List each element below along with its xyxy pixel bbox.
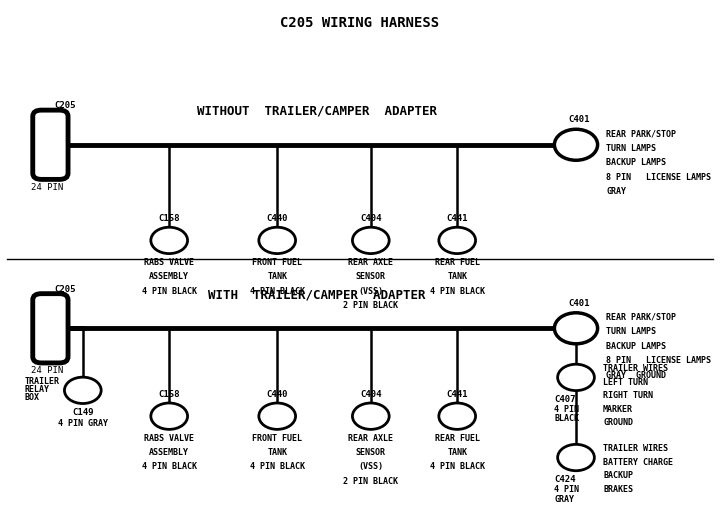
Text: RIGHT TURN: RIGHT TURN <box>603 391 653 400</box>
FancyBboxPatch shape <box>33 110 68 179</box>
Text: C401: C401 <box>569 115 590 124</box>
Text: ASSEMBLY: ASSEMBLY <box>149 272 189 281</box>
Circle shape <box>150 227 187 253</box>
Text: SENSOR: SENSOR <box>356 448 386 457</box>
Text: 24 PIN: 24 PIN <box>31 183 63 191</box>
Text: BRAKES: BRAKES <box>603 485 633 494</box>
Circle shape <box>439 227 475 253</box>
Text: TANK: TANK <box>447 272 467 281</box>
Text: TANK: TANK <box>267 272 287 281</box>
Text: RELAY: RELAY <box>25 385 50 394</box>
Circle shape <box>65 377 101 403</box>
Text: C149: C149 <box>72 407 94 417</box>
Circle shape <box>554 129 598 160</box>
Text: 2 PIN BLACK: 2 PIN BLACK <box>343 301 398 310</box>
Text: C205: C205 <box>54 285 76 294</box>
Text: 4 PIN GRAY: 4 PIN GRAY <box>58 419 108 428</box>
Text: (VSS): (VSS) <box>359 462 383 472</box>
Text: BACKUP LAMPS: BACKUP LAMPS <box>606 342 666 351</box>
Text: TRAILER: TRAILER <box>25 376 60 386</box>
Circle shape <box>554 313 598 344</box>
Text: REAR FUEL: REAR FUEL <box>435 433 480 443</box>
Text: TRAILER WIRES: TRAILER WIRES <box>603 364 668 373</box>
Text: C440: C440 <box>266 390 288 399</box>
Text: C441: C441 <box>446 214 468 223</box>
Text: TURN LAMPS: TURN LAMPS <box>606 144 656 153</box>
Text: C404: C404 <box>360 214 382 223</box>
Text: C424: C424 <box>554 475 575 484</box>
Text: TANK: TANK <box>267 448 287 457</box>
Text: C158: C158 <box>158 214 180 223</box>
Text: 8 PIN   LICENSE LAMPS: 8 PIN LICENSE LAMPS <box>606 356 711 365</box>
Circle shape <box>259 403 296 429</box>
Circle shape <box>439 403 475 429</box>
Circle shape <box>557 364 595 391</box>
Text: C158: C158 <box>158 390 180 399</box>
Text: C205: C205 <box>54 101 76 110</box>
Text: GRAY: GRAY <box>606 187 626 196</box>
Text: GRAY  GROUND: GRAY GROUND <box>606 371 666 379</box>
Text: 4 PIN BLACK: 4 PIN BLACK <box>142 286 197 296</box>
Text: BACKUP LAMPS: BACKUP LAMPS <box>606 158 666 167</box>
Text: REAR PARK/STOP: REAR PARK/STOP <box>606 129 676 138</box>
Text: C407: C407 <box>554 395 575 404</box>
Text: C401: C401 <box>569 299 590 308</box>
Text: RABS VALVE: RABS VALVE <box>144 257 194 267</box>
Text: 4 PIN: 4 PIN <box>554 485 579 494</box>
Text: ASSEMBLY: ASSEMBLY <box>149 448 189 457</box>
Text: TURN LAMPS: TURN LAMPS <box>606 327 656 336</box>
Text: C440: C440 <box>266 214 288 223</box>
Text: BLACK: BLACK <box>554 415 579 423</box>
Text: 2 PIN BLACK: 2 PIN BLACK <box>343 477 398 486</box>
Text: C441: C441 <box>446 390 468 399</box>
Text: FRONT FUEL: FRONT FUEL <box>252 257 302 267</box>
Text: TANK: TANK <box>447 448 467 457</box>
Text: SENSOR: SENSOR <box>356 272 386 281</box>
Text: C404: C404 <box>360 390 382 399</box>
Text: GRAY: GRAY <box>554 494 574 504</box>
Text: LEFT TURN: LEFT TURN <box>603 377 648 387</box>
Text: REAR AXLE: REAR AXLE <box>348 257 393 267</box>
Text: 8 PIN   LICENSE LAMPS: 8 PIN LICENSE LAMPS <box>606 173 711 181</box>
Text: WITHOUT  TRAILER/CAMPER  ADAPTER: WITHOUT TRAILER/CAMPER ADAPTER <box>197 104 437 118</box>
Text: C205 WIRING HARNESS: C205 WIRING HARNESS <box>280 16 440 31</box>
Text: REAR PARK/STOP: REAR PARK/STOP <box>606 313 676 322</box>
Text: REAR AXLE: REAR AXLE <box>348 433 393 443</box>
Text: BACKUP: BACKUP <box>603 472 633 480</box>
Text: MARKER: MARKER <box>603 404 633 414</box>
Text: TRAILER WIRES: TRAILER WIRES <box>603 444 668 453</box>
Text: 24 PIN: 24 PIN <box>31 366 63 375</box>
Text: BOX: BOX <box>25 393 40 402</box>
Circle shape <box>150 403 187 429</box>
Text: GROUND: GROUND <box>603 418 633 427</box>
Text: WITH  TRAILER/CAMPER  ADAPTER: WITH TRAILER/CAMPER ADAPTER <box>208 288 426 301</box>
Circle shape <box>353 403 390 429</box>
Text: BATTERY CHARGE: BATTERY CHARGE <box>603 458 673 467</box>
Text: (VSS): (VSS) <box>359 286 383 296</box>
Text: 4 PIN BLACK: 4 PIN BLACK <box>250 286 305 296</box>
Text: 4 PIN: 4 PIN <box>554 405 579 414</box>
Text: FRONT FUEL: FRONT FUEL <box>252 433 302 443</box>
Circle shape <box>557 444 595 470</box>
Text: 4 PIN BLACK: 4 PIN BLACK <box>142 462 197 472</box>
FancyBboxPatch shape <box>33 294 68 363</box>
Text: 4 PIN BLACK: 4 PIN BLACK <box>430 286 485 296</box>
Text: 4 PIN BLACK: 4 PIN BLACK <box>250 462 305 472</box>
Text: RABS VALVE: RABS VALVE <box>144 433 194 443</box>
Circle shape <box>353 227 390 253</box>
Text: 4 PIN BLACK: 4 PIN BLACK <box>430 462 485 472</box>
Circle shape <box>259 227 296 253</box>
Text: REAR FUEL: REAR FUEL <box>435 257 480 267</box>
